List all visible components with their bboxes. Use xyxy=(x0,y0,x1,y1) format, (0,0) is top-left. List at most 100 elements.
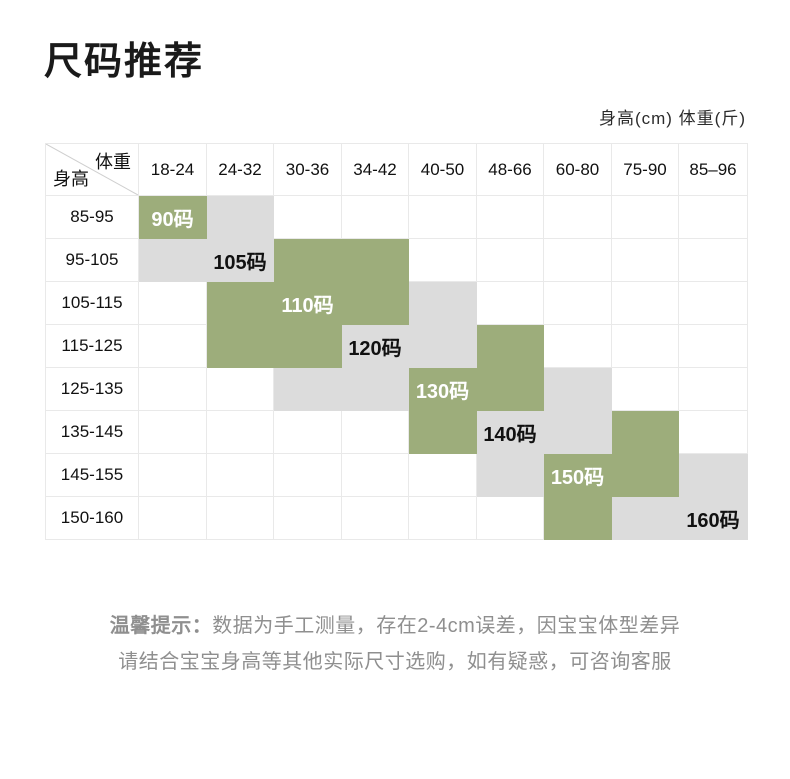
size-table-row: 95-105 105码 xyxy=(46,239,748,282)
size-cell xyxy=(612,368,679,411)
size-cell xyxy=(409,411,477,454)
size-cell xyxy=(679,325,748,368)
size-cell xyxy=(612,325,679,368)
size-cell xyxy=(612,239,679,282)
size-cell xyxy=(477,282,544,325)
height-row-header: 105-115 xyxy=(46,282,139,325)
size-table-body: 85-95 90码 95-105 105码 105-115 110码 115-125 120码… xyxy=(46,196,748,540)
size-table-row: 150-160 160码 xyxy=(46,497,748,540)
size-cell xyxy=(544,497,612,540)
size-cell xyxy=(207,368,274,411)
size-cell xyxy=(139,282,207,325)
tips-line-1-text: 数据为手工测量，存在2-4cm误差，因宝宝体型差异 xyxy=(212,615,681,637)
size-cell xyxy=(544,239,612,282)
size-label-cell: 140码 xyxy=(477,411,544,454)
size-cell xyxy=(342,368,409,411)
size-cell xyxy=(612,282,679,325)
size-cell xyxy=(409,454,477,497)
weight-header-row: 体重 身高 18-24 24-32 30-36 34-42 40-50 48-66 60-8… xyxy=(46,144,748,196)
size-cell xyxy=(544,325,612,368)
size-cell xyxy=(477,368,544,411)
weight-col-header: 24-32 xyxy=(207,144,274,196)
size-cell xyxy=(477,239,544,282)
size-cell xyxy=(274,325,342,368)
size-cell xyxy=(274,411,342,454)
size-label-cell: 105码 xyxy=(207,239,274,282)
size-cell xyxy=(342,282,409,325)
size-cell xyxy=(612,497,679,540)
size-cell xyxy=(612,196,679,239)
size-cell xyxy=(207,411,274,454)
size-cell xyxy=(544,196,612,239)
tips-prefix: 温馨提示： xyxy=(109,615,213,637)
size-cell xyxy=(274,239,342,282)
size-cell xyxy=(409,497,477,540)
size-cell xyxy=(612,411,679,454)
size-cell xyxy=(207,196,274,239)
size-cell xyxy=(139,325,207,368)
height-row-header: 145-155 xyxy=(46,454,139,497)
size-cell xyxy=(342,497,409,540)
size-cell xyxy=(477,325,544,368)
size-cell xyxy=(274,454,342,497)
height-axis-label: 身高 xyxy=(53,169,89,189)
height-row-header: 85-95 xyxy=(46,196,139,239)
size-table-row: 85-95 90码 xyxy=(46,196,748,239)
size-label-cell: 160码 xyxy=(679,497,748,540)
size-cell xyxy=(207,282,274,325)
size-cell xyxy=(409,325,477,368)
size-cell xyxy=(409,196,477,239)
size-cell xyxy=(274,497,342,540)
diagonal-divider-line xyxy=(46,144,138,195)
size-label-cell: 110码 xyxy=(274,282,342,325)
size-cell xyxy=(679,368,748,411)
tips-line-1: 温馨提示：数据为手工测量，存在2-4cm误差，因宝宝体型差异 xyxy=(0,608,790,644)
size-label-cell: 120码 xyxy=(342,325,409,368)
page-title: 尺码推荐 xyxy=(44,41,205,83)
corner-cell: 体重 身高 xyxy=(46,144,139,196)
size-cell xyxy=(477,454,544,497)
size-table: 体重 身高 18-24 24-32 30-36 34-42 40-50 48-66 60-8… xyxy=(45,143,748,540)
unit-label: 身高(cm) 体重(斤) xyxy=(598,109,746,128)
size-cell xyxy=(409,239,477,282)
size-cell xyxy=(477,497,544,540)
weight-col-header: 48-66 xyxy=(477,144,544,196)
height-row-header: 150-160 xyxy=(46,497,139,540)
size-cell xyxy=(544,411,612,454)
size-cell xyxy=(342,411,409,454)
size-cell xyxy=(207,325,274,368)
size-cell xyxy=(679,411,748,454)
size-cell xyxy=(409,282,477,325)
size-table-row: 105-115 110码 xyxy=(46,282,748,325)
height-row-header: 135-145 xyxy=(46,411,139,454)
size-cell xyxy=(679,239,748,282)
size-cell xyxy=(342,454,409,497)
weight-col-header: 85–96 xyxy=(679,144,748,196)
weight-axis-label: 体重 xyxy=(95,152,131,172)
size-table-row: 125-135 130码 xyxy=(46,368,748,411)
size-cell xyxy=(342,239,409,282)
size-cell xyxy=(342,196,409,239)
size-table-row: 135-145 140码 xyxy=(46,411,748,454)
height-row-header: 125-135 xyxy=(46,368,139,411)
size-cell xyxy=(679,196,748,239)
size-table-row: 115-125 120码 xyxy=(46,325,748,368)
size-cell xyxy=(274,368,342,411)
weight-col-header: 18-24 xyxy=(139,144,207,196)
tips: 温馨提示：数据为手工测量，存在2-4cm误差，因宝宝体型差异 请结合宝宝身高等其… xyxy=(0,608,790,680)
weight-col-header: 40-50 xyxy=(409,144,477,196)
size-label-cell: 150码 xyxy=(544,454,612,497)
size-cell xyxy=(139,411,207,454)
size-label-cell: 130码 xyxy=(409,368,477,411)
size-cell xyxy=(679,282,748,325)
size-cell xyxy=(544,282,612,325)
size-cell xyxy=(612,454,679,497)
size-label-cell: 90码 xyxy=(139,196,207,239)
weight-col-header: 60-80 xyxy=(544,144,612,196)
size-cell xyxy=(477,196,544,239)
size-table-row: 145-155 150码 xyxy=(46,454,748,497)
weight-col-header: 34-42 xyxy=(342,144,409,196)
height-row-header: 95-105 xyxy=(46,239,139,282)
weight-col-header: 75-90 xyxy=(612,144,679,196)
